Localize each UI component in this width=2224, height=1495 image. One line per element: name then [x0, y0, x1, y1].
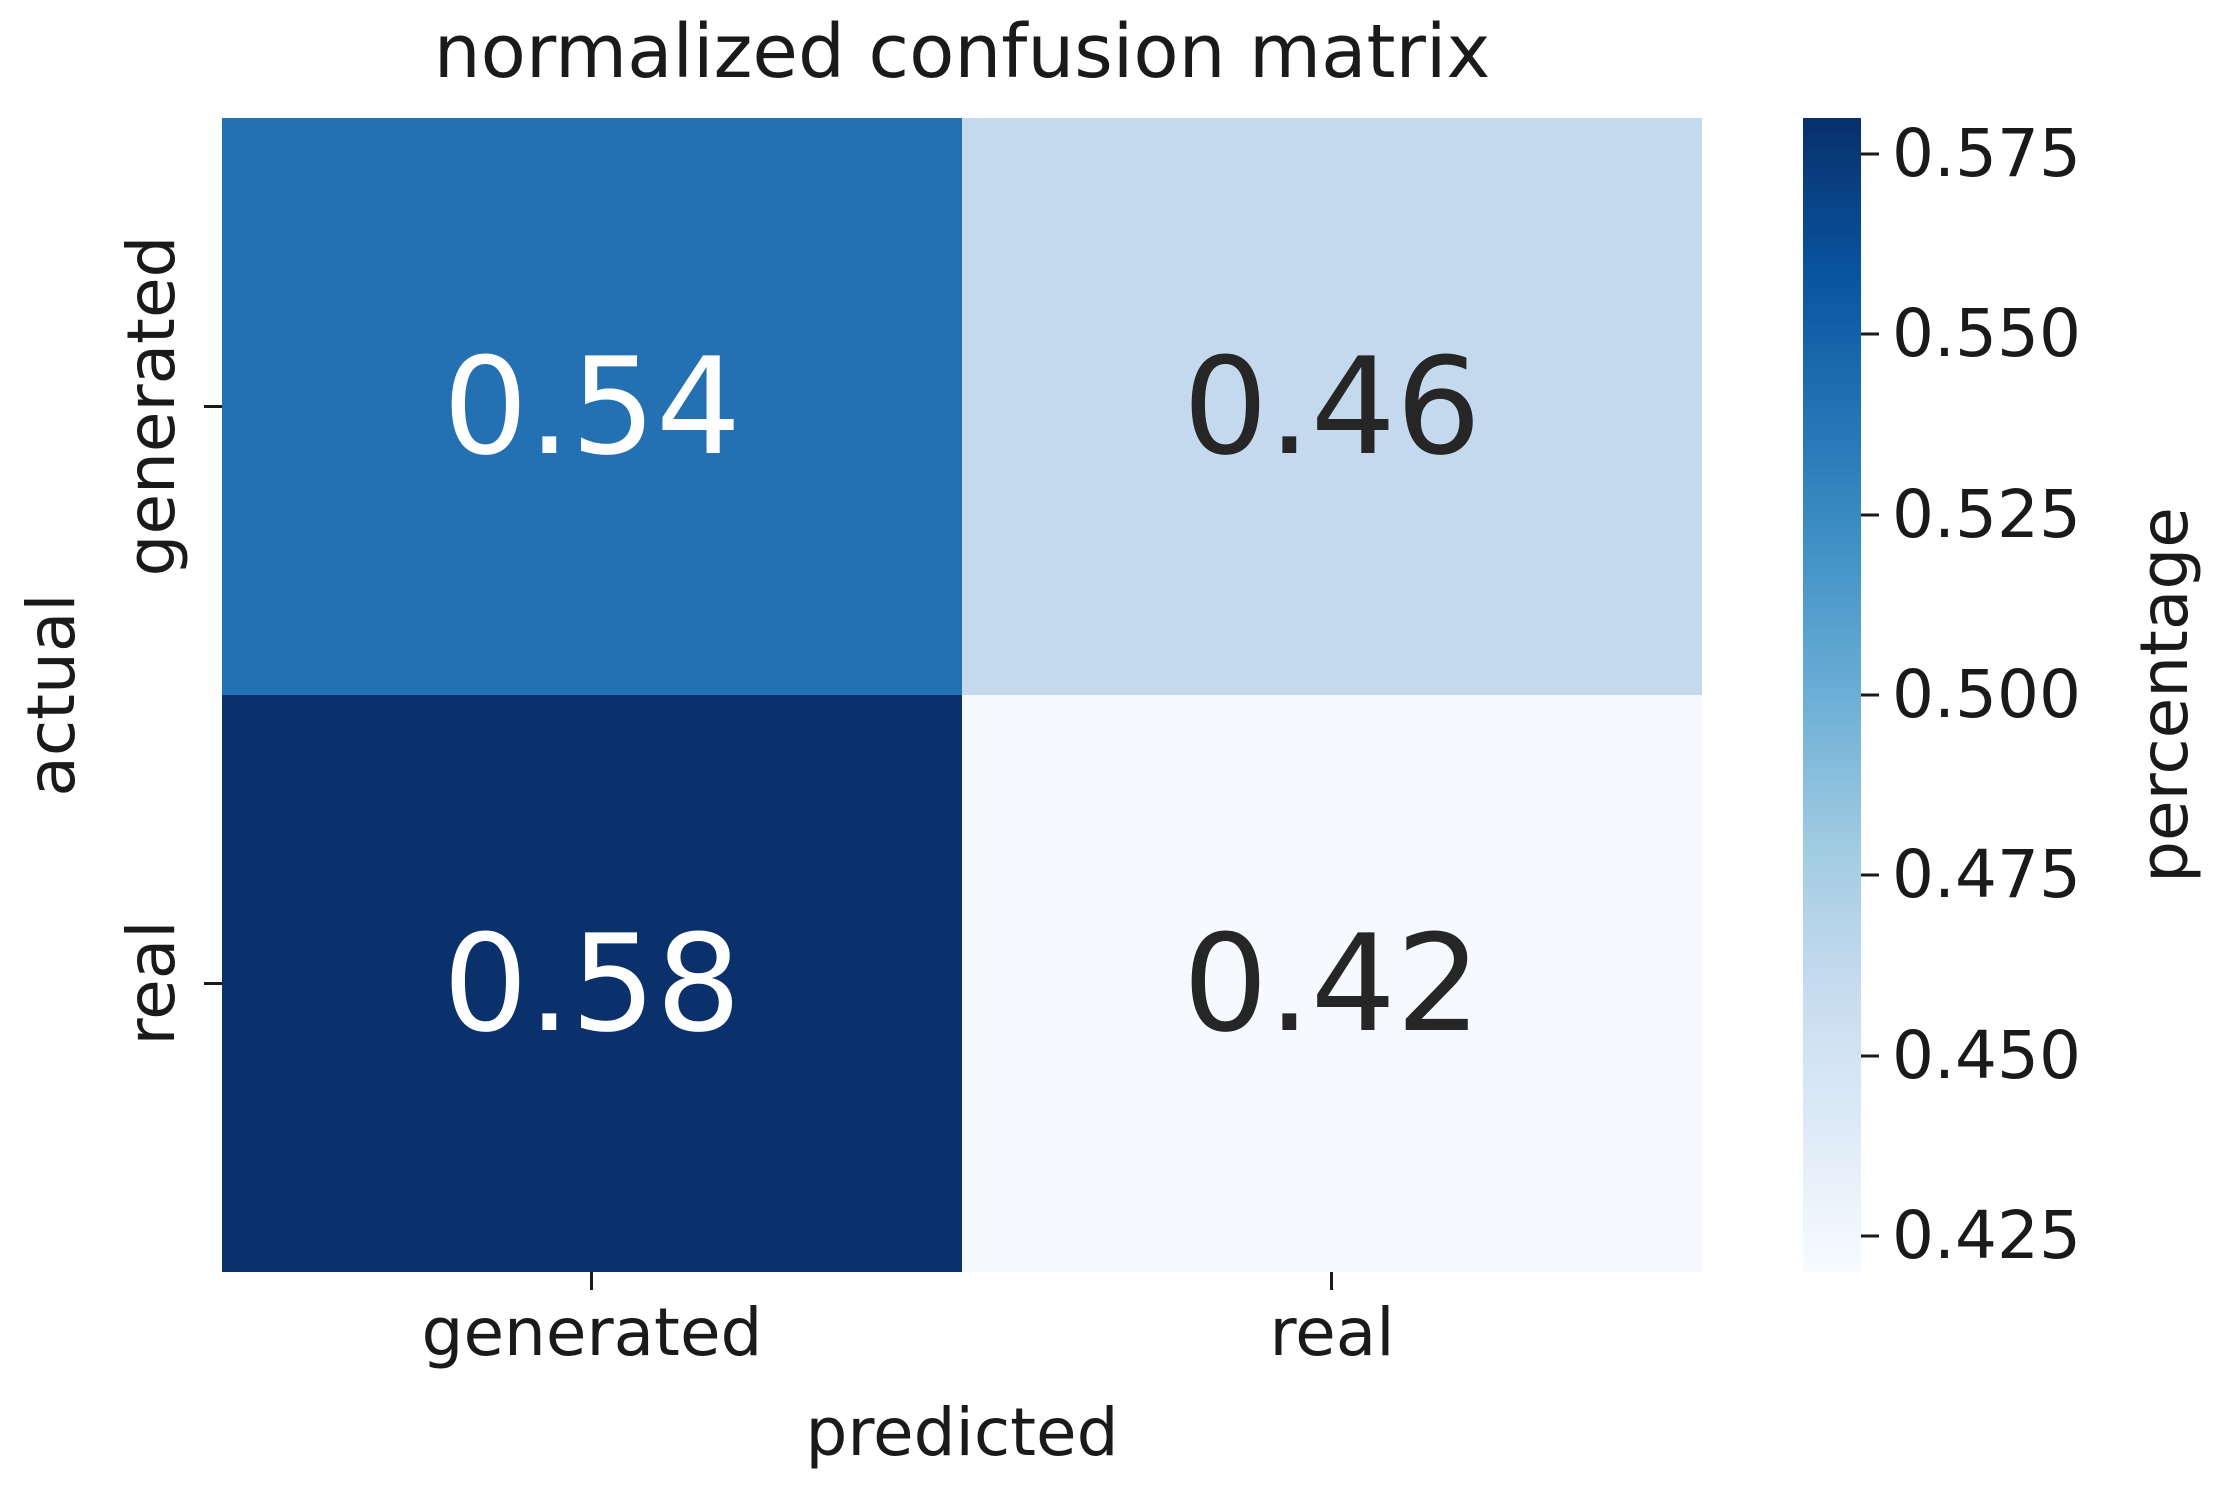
colorbar-tick-mark — [1861, 693, 1879, 697]
x-tick-mark — [1330, 1272, 1333, 1290]
x-tick-label-generated: generated — [421, 1294, 763, 1371]
heatmap-cell-real-real: 0.42 — [962, 695, 1702, 1272]
y-tick-label-real: real — [113, 920, 190, 1046]
colorbar-tick-label: 0.525 — [1892, 475, 2081, 553]
chart-title: normalized confusion matrix — [433, 9, 1491, 95]
colorbar-tick-mark — [1861, 513, 1879, 517]
colorbar-tick-label: 0.425 — [1892, 1196, 2081, 1274]
cell-value: 0.54 — [442, 328, 742, 485]
heatmap-cell-real-generated: 0.58 — [222, 695, 962, 1272]
colorbar-tick-label: 0.575 — [1892, 115, 2081, 193]
x-axis-label: predicted — [805, 1394, 1119, 1471]
colorbar-tick-label: 0.475 — [1892, 836, 2081, 914]
colorbar-tick-marks — [1861, 118, 1879, 1272]
colorbar-tick-mark — [1861, 873, 1879, 877]
cell-value: 0.58 — [442, 905, 742, 1062]
colorbar-tick-mark — [1861, 152, 1879, 156]
colorbar-tick-labels: 0.575 0.550 0.525 0.500 0.475 0.450 0.42… — [1892, 118, 2222, 1272]
colorbar-tick-mark — [1861, 332, 1879, 336]
x-tick-label-real: real — [1269, 1294, 1395, 1371]
colorbar-tick-label: 0.500 — [1892, 656, 2081, 733]
y-tick-mark — [204, 982, 222, 985]
x-tick-mark — [590, 1272, 593, 1290]
heatmap-grid: 0.54 0.46 0.58 0.42 — [222, 118, 1702, 1272]
y-tick-mark — [204, 405, 222, 408]
cell-value: 0.46 — [1182, 328, 1482, 485]
colorbar-tick-label: 0.450 — [1892, 1016, 2081, 1094]
colorbar-axis-label: percentage — [2126, 507, 2203, 883]
colorbar-tick-mark — [1861, 1234, 1879, 1238]
cell-value: 0.42 — [1182, 905, 1482, 1062]
y-axis-label: actual — [13, 593, 90, 797]
heatmap-cell-generated-generated: 0.54 — [222, 118, 962, 695]
y-tick-label-generated: generated — [113, 235, 190, 577]
colorbar-gradient — [1803, 118, 1861, 1272]
colorbar-tick-label: 0.550 — [1892, 295, 2081, 373]
colorbar-tick-mark — [1861, 1054, 1879, 1058]
heatmap-cell-generated-real: 0.46 — [962, 118, 1702, 695]
